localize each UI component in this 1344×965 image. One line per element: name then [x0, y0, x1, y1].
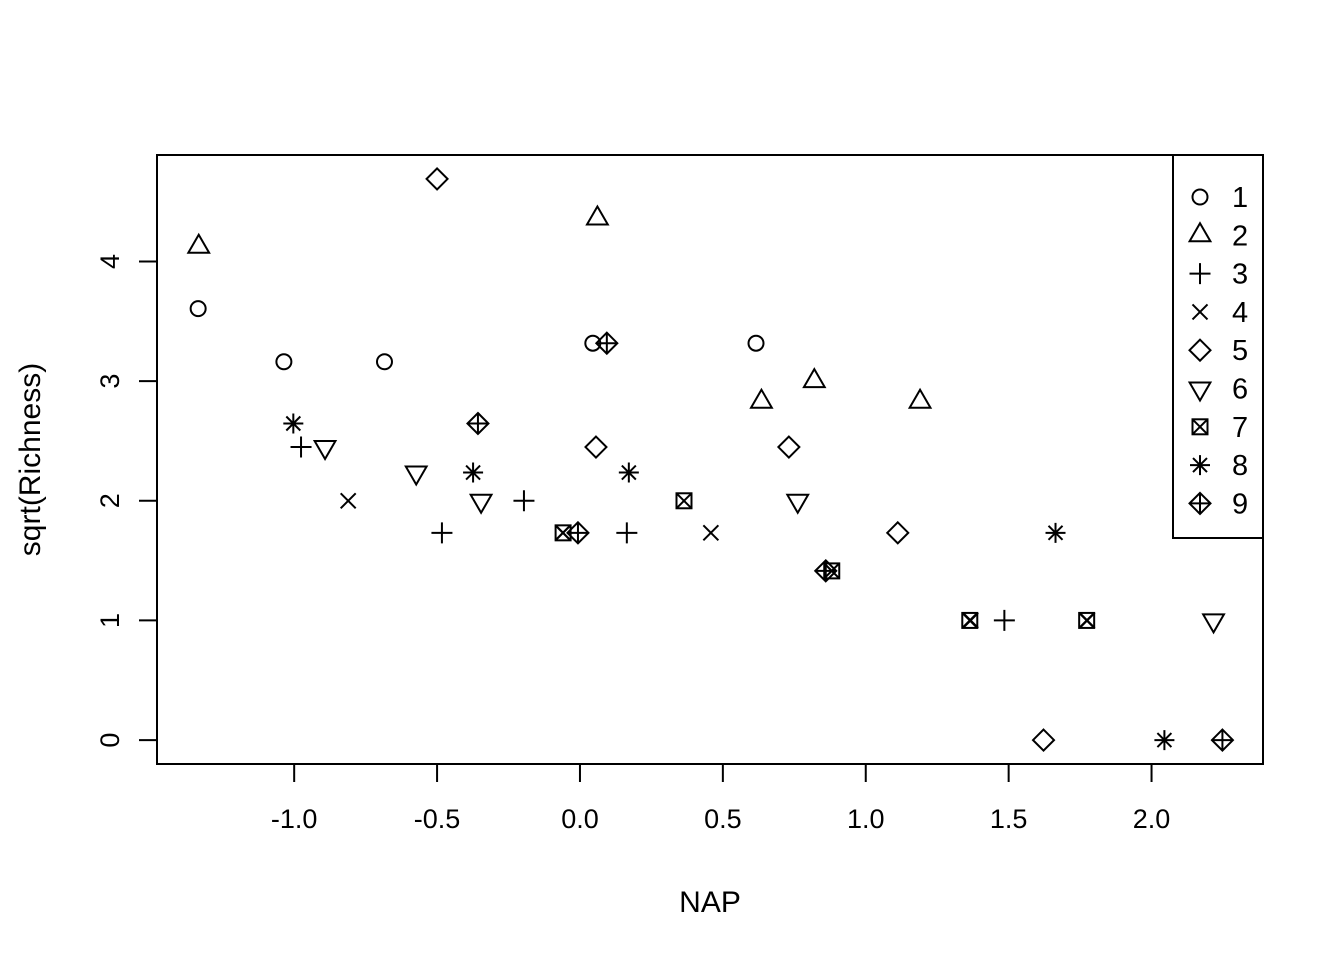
legend: 1 2 3 4 5 6 7 8 9 [1172, 154, 1264, 539]
legend-item-6: 6 [1187, 374, 1248, 406]
x-tick-label: 0.5 [704, 804, 742, 834]
series-5-points [425, 167, 1056, 752]
x-tick-label: 1.5 [990, 804, 1028, 834]
legend-label: 5 [1232, 335, 1248, 367]
y-axis: 0 1 2 3 4 [95, 254, 157, 748]
legend-label: 1 [1232, 182, 1248, 214]
y-axis-title: sqrt(Richness) [14, 363, 47, 556]
series-8-points [283, 413, 1175, 751]
legend-label: 6 [1232, 374, 1248, 406]
legend-item-4: 4 [1191, 297, 1248, 329]
legend-item-7: 7 [1191, 412, 1248, 444]
series-2-points [186, 204, 933, 409]
y-tick-label: 0 [95, 733, 125, 748]
legend-item-3: 3 [1189, 259, 1248, 291]
x-tick-label: -1.0 [271, 804, 318, 834]
y-tick-label: 3 [95, 374, 125, 389]
y-tick-label: 1 [95, 613, 125, 628]
y-tick-label: 4 [95, 254, 125, 269]
series-1-points [189, 300, 765, 371]
series-4-points [339, 492, 1096, 629]
x-axis-title: NAP [679, 886, 741, 919]
y-tick-label: 2 [95, 493, 125, 508]
x-axis: -1.0 -0.5 0.0 0.5 1.0 1.5 2.0 [271, 764, 1170, 834]
x-tick-label: 2.0 [1133, 804, 1171, 834]
series-6-points [312, 440, 1226, 635]
legend-label: 3 [1232, 259, 1248, 291]
legend-item-8: 8 [1190, 450, 1248, 482]
plot-border [156, 154, 1264, 765]
x-tick-label: 1.0 [847, 804, 885, 834]
legend-item-5: 5 [1188, 335, 1248, 367]
legend-item-9: 9 [1188, 488, 1248, 520]
legend-box [1172, 154, 1264, 539]
x-tick-label: 0.0 [561, 804, 599, 834]
legend-item-2: 2 [1187, 220, 1248, 252]
legend-label: 9 [1232, 488, 1248, 520]
legend-label: 2 [1232, 220, 1248, 252]
legend-item-1: 1 [1191, 182, 1248, 214]
legend-label: 7 [1232, 412, 1248, 444]
x-tick-label: -0.5 [414, 804, 461, 834]
legend-label: 8 [1232, 450, 1248, 482]
series-9-points [466, 331, 1235, 752]
series-3-points [290, 436, 1015, 631]
legend-label: 4 [1232, 297, 1248, 329]
